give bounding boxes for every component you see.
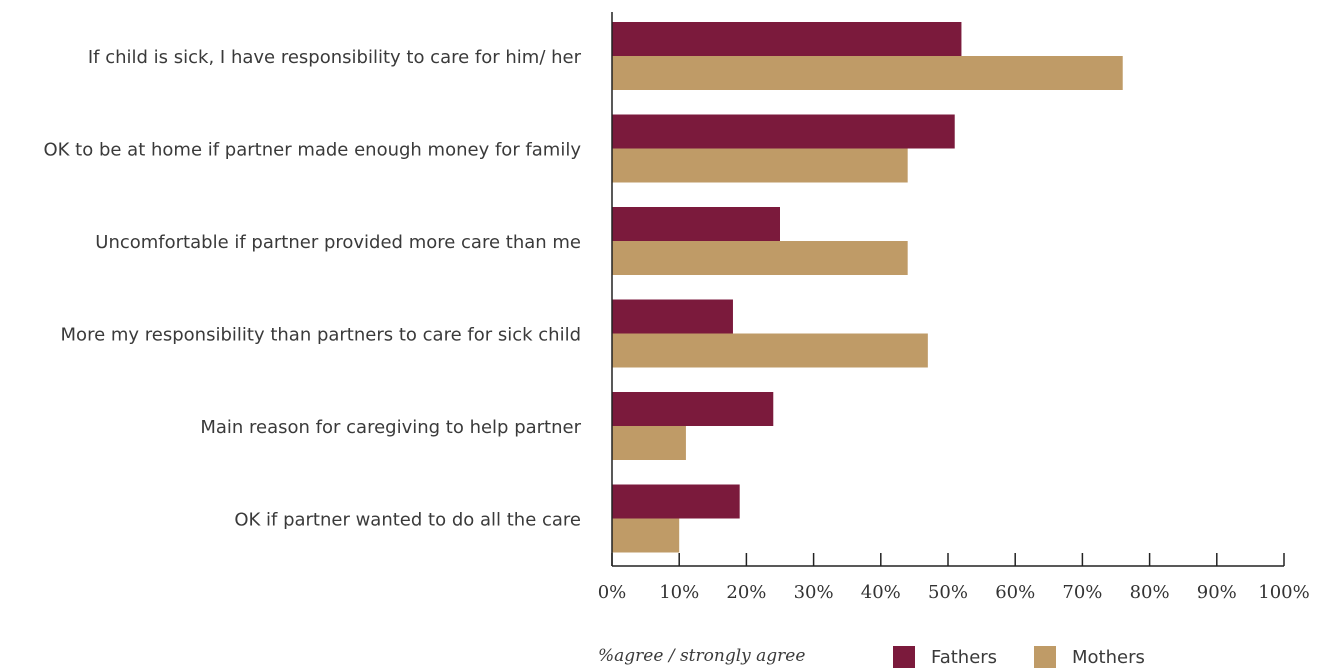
x-tick-label-8: 80% [1130,582,1170,603]
bar-mothers-1 [612,56,1123,90]
legend-label-mothers: Mothers [1072,647,1145,668]
category-label-6: OK if partner wanted to do all the care [234,510,581,531]
x-tick-label-7: 70% [1062,582,1102,603]
x-tick-label-1: 10% [659,582,699,603]
x-tick-label-6: 60% [995,582,1035,603]
x-ticks: 0% 10% 20% 30% 40% 50% 60% 70% 80% 90% 100% [598,553,1310,603]
bars-group [612,22,1123,553]
bar-fathers-3 [612,207,780,241]
x-axis-title: %agree / strongly agree [598,646,805,666]
x-tick-label-10: 100% [1258,582,1309,603]
bar-mothers-3 [612,241,908,275]
bar-mothers-5 [612,426,686,460]
x-tick-label-3: 30% [794,582,834,603]
axes [611,12,1284,567]
bar-fathers-4 [612,299,733,334]
bar-fathers-2 [612,114,955,149]
legend: %agree / strongly agree Fathers Mothers [598,646,1145,668]
category-label-2: OK to be at home if partner made enough … [43,140,581,161]
x-tick-label-0: 0% [598,582,627,603]
legend-swatch-fathers [893,646,915,668]
x-tick-label-2: 20% [726,582,766,603]
bar-fathers-5 [612,392,774,426]
bar-fathers-1 [612,22,962,56]
legend-label-fathers: Fathers [931,647,997,668]
category-label-3: Uncomfortable if partner provided more c… [95,232,581,253]
category-label-5: Main reason for caregiving to help partn… [200,417,581,438]
x-tick-label-9: 90% [1197,582,1237,603]
category-label-4: More my responsibility than partners to … [61,325,581,346]
x-tick-label-5: 50% [928,582,968,603]
bar-mothers-2 [612,148,908,183]
legend-swatch-mothers [1034,646,1056,668]
category-label-1: If child is sick, I have responsibility … [88,47,582,68]
bar-mothers-6 [612,518,680,553]
bar-mothers-4 [612,333,928,368]
x-tick-label-4: 40% [861,582,901,603]
bar-fathers-6 [612,484,740,519]
category-labels: If child is sick, I have responsibility … [43,47,581,531]
